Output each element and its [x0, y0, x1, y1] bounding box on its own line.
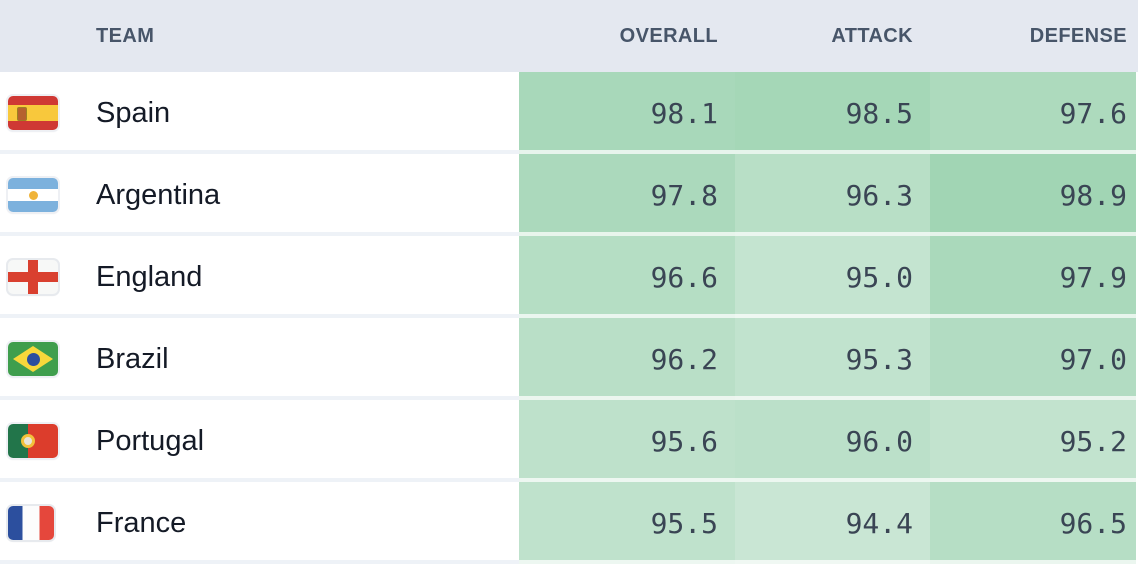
defense-value: 95.2	[1059, 424, 1127, 458]
table-header: TEAM OVERALL ATTACK DEFENSE	[0, 0, 1138, 77]
table-edge-spacer	[1136, 154, 1138, 236]
defense-value: 97.0	[1059, 342, 1127, 376]
overall-cell: 96.6	[519, 236, 735, 318]
defense-value: 98.9	[1059, 178, 1127, 212]
defense-value: 96.5	[1059, 506, 1127, 540]
team-name: Argentina	[96, 178, 221, 211]
attack-cell: 96.0	[735, 400, 930, 482]
table-edge-spacer	[1136, 400, 1138, 482]
attack-value: 96.3	[845, 178, 913, 212]
overall-cell: 98.1	[519, 72, 735, 154]
team-name: England	[96, 260, 203, 293]
flag-cell	[0, 154, 96, 236]
attack-cell: 94.4	[735, 482, 930, 564]
defense-value: 97.6	[1059, 96, 1127, 130]
column-header-attack-label: ATTACK	[831, 24, 913, 47]
portugal-flag-icon	[8, 424, 58, 458]
column-header-team-label: TEAM	[96, 24, 155, 47]
team-name: Portugal	[96, 424, 205, 457]
england-flag-icon	[8, 260, 58, 294]
team-name: France	[96, 506, 187, 539]
attack-cell: 98.5	[735, 72, 930, 154]
overall-value: 96.6	[650, 260, 718, 294]
overall-value: 95.5	[650, 506, 718, 540]
team-name: Spain	[96, 96, 171, 129]
column-header-overall[interactable]: OVERALL	[519, 25, 735, 48]
team-row-spain[interactable]: Spain 98.1 98.5 97.6	[0, 72, 1138, 154]
defense-cell: 96.5	[930, 482, 1136, 564]
team-name-cell: Brazil	[96, 318, 519, 400]
column-header-defense[interactable]: DEFENSE	[930, 25, 1136, 48]
team-name-cell: England	[96, 236, 519, 318]
attack-cell: 95.3	[735, 318, 930, 400]
column-header-defense-label: DEFENSE	[1029, 24, 1127, 47]
overall-value: 95.6	[650, 424, 718, 458]
table-edge-spacer	[1136, 0, 1138, 77]
attack-value: 95.3	[845, 342, 913, 376]
table-edge-spacer	[1136, 72, 1138, 154]
team-row-france[interactable]: France 95.5 94.4 96.5	[0, 482, 1138, 564]
flag-cell	[0, 72, 96, 154]
column-header-overall-label: OVERALL	[619, 24, 718, 47]
flag-cell	[0, 318, 96, 400]
defense-cell: 97.6	[930, 72, 1136, 154]
team-name: Brazil	[96, 342, 169, 375]
attack-value: 98.5	[845, 96, 913, 130]
defense-cell: 95.2	[930, 400, 1136, 482]
spain-flag-icon	[8, 96, 58, 130]
defense-cell: 97.0	[930, 318, 1136, 400]
flag-cell	[0, 236, 96, 318]
team-name-cell: France	[96, 482, 519, 564]
column-header-attack[interactable]: ATTACK	[735, 25, 930, 48]
defense-value: 97.9	[1059, 260, 1127, 294]
column-header-team[interactable]: TEAM	[0, 25, 519, 48]
attack-value: 96.0	[845, 424, 913, 458]
team-name-cell: Argentina	[96, 154, 519, 236]
defense-cell: 98.9	[930, 154, 1136, 236]
flag-cell	[0, 400, 96, 482]
overall-cell: 97.8	[519, 154, 735, 236]
attack-value: 95.0	[845, 260, 913, 294]
table-edge-spacer	[1136, 236, 1138, 318]
overall-cell: 96.2	[519, 318, 735, 400]
overall-value: 96.2	[650, 342, 718, 376]
team-row-brazil[interactable]: Brazil 96.2 95.3 97.0	[0, 318, 1138, 400]
attack-cell: 96.3	[735, 154, 930, 236]
team-name-cell: Portugal	[96, 400, 519, 482]
attack-value: 94.4	[845, 506, 913, 540]
defense-cell: 97.9	[930, 236, 1136, 318]
flag-cell	[0, 482, 96, 564]
argentina-flag-icon	[8, 178, 58, 212]
overall-value: 98.1	[650, 96, 718, 130]
attack-cell: 95.0	[735, 236, 930, 318]
overall-cell: 95.5	[519, 482, 735, 564]
overall-cell: 95.6	[519, 400, 735, 482]
brazil-flag-icon	[8, 342, 58, 376]
table-edge-spacer	[1136, 482, 1138, 564]
team-name-cell: Spain	[96, 72, 519, 154]
table-edge-spacer	[1136, 318, 1138, 400]
team-row-portugal[interactable]: Portugal 95.6 96.0 95.2	[0, 400, 1138, 482]
france-flag-icon	[8, 506, 54, 540]
team-row-england[interactable]: England 96.6 95.0 97.9	[0, 236, 1138, 318]
team-row-argentina[interactable]: Argentina 97.8 96.3 98.9	[0, 154, 1138, 236]
overall-value: 97.8	[650, 178, 718, 212]
